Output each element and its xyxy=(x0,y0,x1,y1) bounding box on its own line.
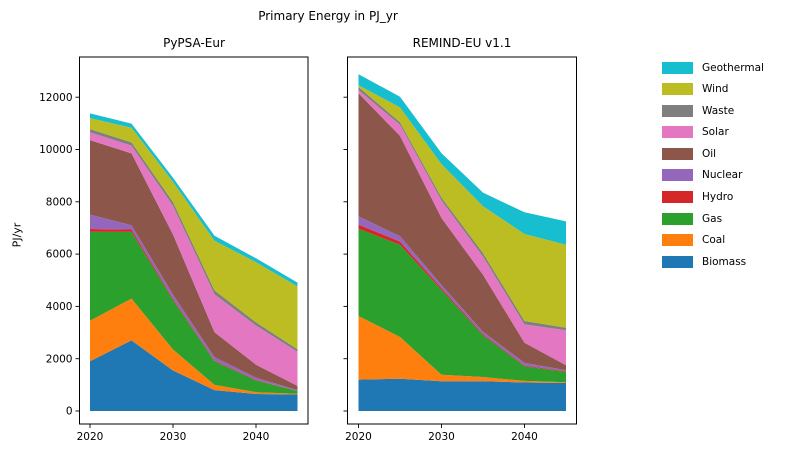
legend-item-coal: Coal xyxy=(662,233,764,248)
legend-item-wind: Wind xyxy=(662,82,764,97)
legend-label: Geothermal xyxy=(702,61,764,74)
y-tick-label: 6000 xyxy=(46,249,73,261)
legend-label: Waste xyxy=(702,104,735,117)
area-wind xyxy=(358,85,566,328)
area-nuclear xyxy=(358,216,566,372)
x-tick-label: 2040 xyxy=(243,431,270,443)
x-tick-label: 2020 xyxy=(77,431,104,443)
x-tick-label: 2030 xyxy=(428,431,455,443)
y-tick-label: 2000 xyxy=(46,353,73,365)
legend-swatch-wind xyxy=(662,83,693,96)
legend-label: Gas xyxy=(702,212,723,225)
legend-label: Oil xyxy=(702,147,717,160)
y-tick-label: 4000 xyxy=(46,301,73,313)
legend-label: Solar xyxy=(702,126,729,139)
area-solar xyxy=(358,90,566,366)
legend-swatch-hydro xyxy=(662,191,693,204)
area-geothermal xyxy=(358,74,566,245)
area-oil xyxy=(358,93,566,371)
legend-item-geothermal: Geothermal xyxy=(662,60,764,75)
y-axis-label: PJ/yr xyxy=(10,222,24,248)
legend-swatch-waste xyxy=(662,104,693,117)
legend-label: Hydro xyxy=(702,191,734,204)
panel-pypsa-eur: 0 2000 4000 6000 8000 10000 12000 2020 2030 2040 xyxy=(39,56,309,443)
subplot-title-remind-eu: REMIND-EU v1.1 xyxy=(412,36,512,50)
x-tick-label: 2040 xyxy=(511,431,538,443)
legend-item-waste: Waste xyxy=(662,103,764,118)
area-gas xyxy=(358,228,566,383)
legend-swatch-nuclear xyxy=(662,169,693,182)
area-solar xyxy=(90,132,298,386)
axes-frame xyxy=(79,56,309,425)
figure-title: Primary Energy in PJ_yr xyxy=(258,9,398,23)
area-coal xyxy=(358,316,566,383)
axes-frame xyxy=(347,56,577,425)
legend-item-oil: Oil xyxy=(662,146,764,161)
area-oil xyxy=(90,140,298,391)
area-biomass xyxy=(90,340,298,411)
area-coal xyxy=(90,298,298,395)
legend-item-solar: Solar xyxy=(662,125,764,140)
legend-item-gas: Gas xyxy=(662,211,764,226)
legend-swatch-geothermal xyxy=(662,61,693,74)
legend-label: Coal xyxy=(702,234,726,247)
area-wind xyxy=(90,118,298,350)
legend-label: Nuclear xyxy=(702,169,743,182)
panel-remind-eu-v1-1: 2020 2030 2040 xyxy=(343,56,577,443)
y-tick-label: 12000 xyxy=(39,92,72,104)
legend-label: Biomass xyxy=(702,255,747,268)
legend: Geothermal Wind Waste Solar Oil Nuclear Hydro G… xyxy=(662,60,764,276)
area-biomass xyxy=(358,378,566,411)
y-tick-label: 8000 xyxy=(46,196,73,208)
legend-swatch-biomass xyxy=(662,255,693,268)
y-tick-label: 10000 xyxy=(39,144,72,156)
subplot-title-pypsa-eur: PyPSA-Eur xyxy=(163,36,225,50)
legend-swatch-oil xyxy=(662,147,693,160)
legend-item-biomass: Biomass xyxy=(662,254,764,269)
area-gas xyxy=(90,231,298,394)
x-tick-label: 2030 xyxy=(160,431,187,443)
x-tick-label: 2020 xyxy=(345,431,372,443)
legend-swatch-coal xyxy=(662,234,693,247)
legend-label: Wind xyxy=(702,83,729,96)
legend-swatch-solar xyxy=(662,126,693,139)
legend-item-hydro: Hydro xyxy=(662,190,764,205)
legend-swatch-gas xyxy=(662,212,693,225)
y-tick-label: 0 xyxy=(66,406,73,418)
legend-item-nuclear: Nuclear xyxy=(662,168,764,183)
